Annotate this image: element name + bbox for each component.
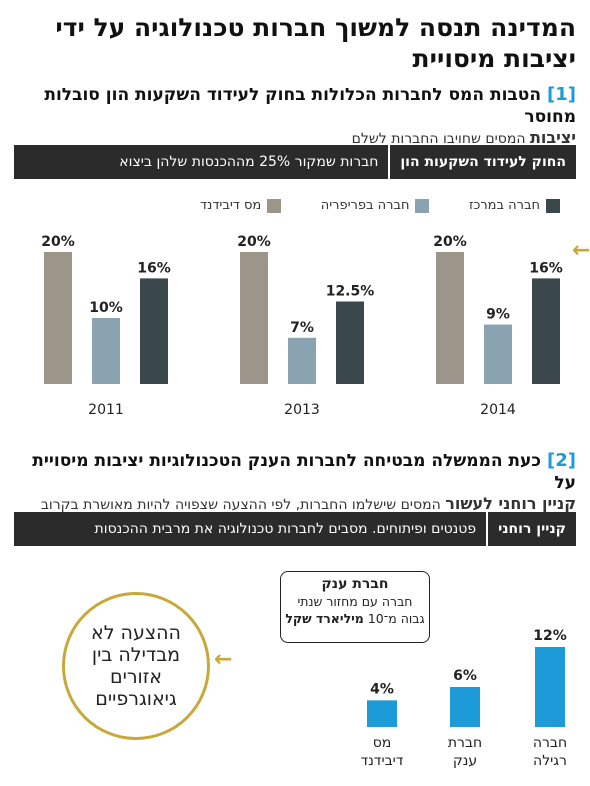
section2-sub-text: המסים שישלמו החברות, לפי ההצעה שצפויה לה… [40,497,441,513]
section2-band: קניין רוחני פטנטים ופיתוחים. מסבים לחברו… [14,512,576,546]
legend-item-center: חברה במרכז [469,198,560,213]
section1-band-text: חברות שמקור 25% מההכנסות שלהן ביצוא [119,154,379,170]
bar2-category-1-0: חברת [448,735,482,751]
section2-title-text: כעת הממשלה מבטיחה לחברות הענק הטכנולוגיו… [32,451,576,493]
bar-label-periphery-2013: 7% [290,320,314,336]
section1-subtitle: יציבות המסים שחויבו החברות לשלם [16,128,576,149]
bar-dividend-2011 [44,252,72,384]
section2-subtitle: קניין רוחני לעשור המסים שישלמו החברות, ל… [16,494,576,515]
section2-number: [2] [547,450,576,471]
section1-title-end: יציבות [529,128,576,147]
year-label-2014: 2014 [480,402,516,418]
section2-sub-bold: קניין רוחני לעשור [445,494,576,513]
section2-band-label: קניין רוחני [498,521,566,537]
bar-dividend-2013 [240,252,268,384]
page-title: המדינה תנסה למשוך חברות טכנולוגיה על ידי… [55,13,576,73]
year-label-2011: 2011 [88,402,124,418]
callout-line2-bold: מיליארד שקל [285,611,364,626]
section1-sub-text: המסים שחויבו החברות לשלם [351,131,526,147]
section1-header: [1]הטבות המס לחברות הכלולות בחוק לעידוד … [16,84,576,149]
bar-label-periphery-2014: 9% [486,307,510,323]
callout-line2: גבוה מ־10 מיליארד שקל [281,610,429,627]
year-label-2013: 2013 [284,402,320,418]
legend-item-dividend: מס דיבידנד [200,198,282,213]
bar-label-dividend-2014: 20% [433,234,467,250]
section1-title: [1]הטבות המס לחברות הכלולות בחוק לעידוד … [16,84,576,128]
bar-label-dividend-2013: 20% [237,234,271,250]
bar-center-2011 [140,278,168,384]
bar-dividend-2014 [436,252,464,384]
circle-text: ההצעה לא מבדילה בין אזורים גיאוגרפיים [91,622,181,710]
legend-label-center: חברה במרכז [468,198,540,213]
chart1-legend: חברה במרכז חברה בפריפריה מס דיבידנד [200,198,560,213]
bar2-label-1: 6% [453,668,477,684]
no-distinction-circle: ההצעה לא מבדילה בין אזורים גיאוגרפיים [62,592,210,740]
callout-line2-pre: גבוה מ־10 [367,611,425,626]
band-separator [388,145,391,179]
section1-band-label: החוק לעידוד השקעות הון [400,154,566,170]
section1-band: החוק לעידוד השקעות הון חברות שמקור 25% מ… [14,145,576,179]
bar-label-center-2014: 16% [529,260,563,276]
bar-center-2014 [532,278,560,384]
arrow-left-icon: ← [572,238,590,263]
legend-swatch-dividend [267,198,282,213]
bar2-category-0-1: רגילה [533,753,567,769]
bar2-label-2: 4% [370,681,394,697]
bar2-category-1-1: ענק [453,753,477,769]
bar2-0 [535,647,565,727]
section2-title: [2]כעת הממשלה מבטיחה לחברות הענק הטכנולו… [16,450,576,494]
band-separator [486,512,489,546]
section1-number: [1] [547,84,576,105]
section2-band-text: פטנטים ופיתוחים. מסבים לחברות טכנולוגיה … [94,521,477,537]
bar-periphery-2014 [484,324,512,384]
bar-center-2013 [336,301,364,384]
bar2-category-0-0: חברה [533,735,567,751]
section1-title-text: הטבות המס לחברות הכלולות בחוק לעידוד השק… [44,85,576,127]
legend-item-periphery: חברה בפריפריה [321,198,430,213]
bar-label-periphery-2011: 10% [89,300,123,316]
legend-label-periphery: חברה בפריפריה [320,198,410,213]
section2-header: [2]כעת הממשלה מבטיחה לחברות הענק הטכנולו… [16,450,576,515]
bar2-1 [450,687,480,727]
callout-title: חברת ענק [321,576,389,592]
callout-giant-company: חברת ענק חברה עם מחזור שנתי גבוה מ־10 מי… [280,571,430,643]
bar-label-dividend-2011: 20% [41,234,75,250]
bar-label-center-2013: 12.5% [326,284,375,300]
legend-swatch-center [546,198,560,213]
arrow-left-icon: ← [214,647,233,672]
bar2-category-2-1: דיבידנד [361,753,404,769]
bar-periphery-2011 [92,318,120,384]
bar-periphery-2013 [288,337,316,384]
callout-line1: חברה עם מחזור שנתי [297,594,413,609]
legend-swatch-periphery [415,198,430,213]
legend-label-dividend: מס דיבידנד [200,198,262,213]
bar2-label-0: 12% [533,628,567,644]
bar2-category-2-0: מס [373,735,392,751]
bar2-2 [367,700,397,727]
bar-label-center-2011: 16% [137,260,171,276]
